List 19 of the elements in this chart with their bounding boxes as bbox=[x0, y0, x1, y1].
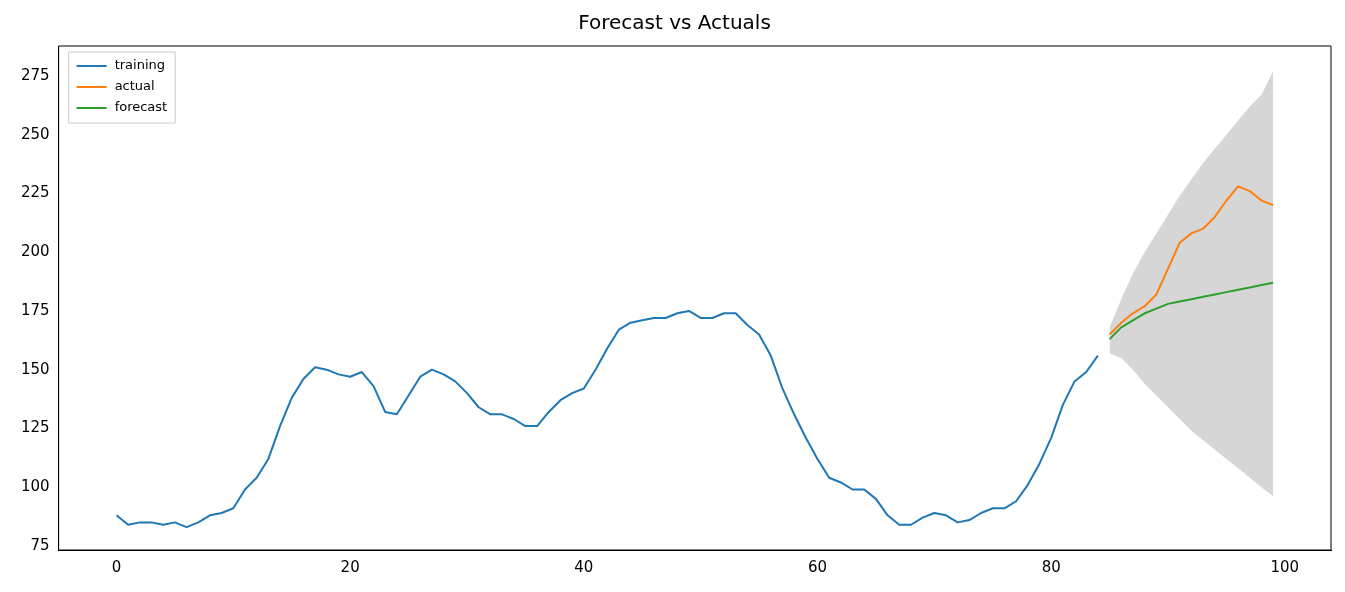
x-tick-label: 20 bbox=[340, 557, 360, 576]
y-tick-label: 150 bbox=[20, 359, 50, 378]
chart-title: Forecast vs Actuals bbox=[578, 10, 771, 35]
x-tick-label: 100 bbox=[1270, 557, 1300, 576]
y-tick-label: 275 bbox=[20, 65, 50, 84]
x-tick-label: 0 bbox=[111, 557, 122, 576]
y-tick-label: 225 bbox=[20, 183, 50, 202]
legend-label: forecast bbox=[114, 99, 168, 115]
y-tick-label: 75 bbox=[30, 535, 50, 554]
x-tick-label: 60 bbox=[807, 557, 828, 576]
y-tick-label: 200 bbox=[20, 242, 50, 261]
legend-label: actual bbox=[114, 78, 155, 94]
y-tick-label: 250 bbox=[20, 124, 50, 143]
y-tick-label: 125 bbox=[20, 418, 50, 437]
x-tick-label: 40 bbox=[574, 557, 594, 576]
y-tick-label: 100 bbox=[20, 477, 50, 496]
y-tick-label: 175 bbox=[20, 300, 50, 319]
legend-label: training bbox=[114, 57, 166, 73]
x-tick-label: 80 bbox=[1041, 557, 1061, 576]
